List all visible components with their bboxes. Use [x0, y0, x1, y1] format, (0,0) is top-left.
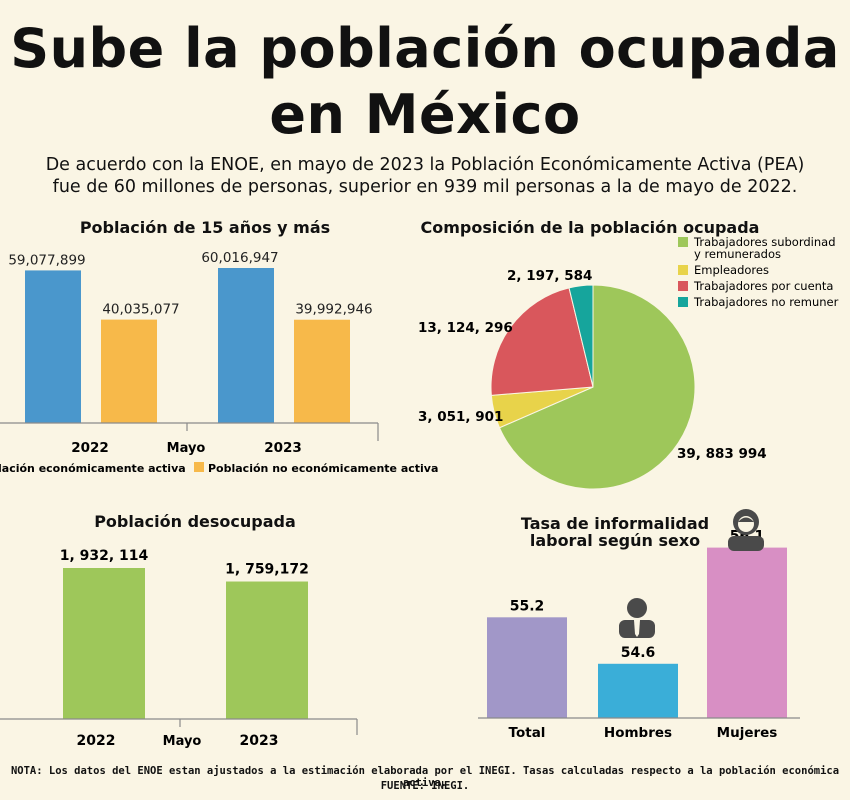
chart4-data-label-Hombres: 54.6	[621, 645, 656, 661]
source-note: FUENTE: INEGI.	[380, 780, 470, 792]
chart4-tick-Total: Total	[509, 725, 546, 741]
chart3-title: Población desocupada	[94, 512, 296, 531]
chart3-bar-2022	[63, 568, 145, 719]
chart4-title-line1: Tasa de informalidad	[520, 514, 710, 533]
chart2-legend-swatch-0	[678, 237, 688, 247]
chart2-legend-swatch-3	[678, 297, 688, 307]
chart2-title: Composición de la población ocupada	[420, 218, 760, 237]
chart1-title: Población de 15 años y más	[79, 218, 331, 237]
chart4-bar-Hombres	[598, 663, 678, 718]
page-title-line2: en México	[269, 83, 581, 146]
chart1-tick-2022: 2022	[71, 440, 109, 456]
man-icon	[627, 598, 647, 618]
chart1-legend-swatch-1	[194, 462, 204, 472]
chart1-bar-2023-1	[294, 319, 350, 423]
chart4-tick-Hombres: Hombres	[604, 725, 672, 741]
chart2-slice-3	[568, 284, 594, 388]
chart1-legend-label-0: lación económicamente activa	[0, 462, 186, 475]
footnote: NOTA: Los datos del ENOE estan ajustados…	[10, 765, 840, 789]
chart2-slice-2	[490, 287, 594, 396]
chart3-bar-2023	[226, 581, 308, 719]
chart2-data-label-1: 3, 051, 901	[418, 409, 503, 425]
chart2-legend-label-2-0: Trabajadores por cuenta	[693, 279, 833, 293]
chart3-data-label-2022: 1, 932, 114	[60, 548, 149, 564]
chart1-data-label-2023-1: 39,992,946	[295, 302, 372, 318]
chart2-legend-label-3-0: Trabajadores no remuner	[693, 295, 839, 309]
woman-icon-body	[728, 536, 764, 551]
chart3-tick-2022: 2022	[77, 733, 116, 749]
chart2-legend-swatch-2	[678, 281, 688, 291]
chart3-data-label-2023: 1, 759,172	[225, 562, 309, 578]
chart2-slice-0	[498, 284, 696, 490]
man-icon-tie	[634, 620, 640, 637]
chart3-tick-2023: 2023	[240, 733, 279, 749]
chart1-tick-2023: 2023	[264, 440, 302, 456]
chart3-xlabel: Mayo	[163, 734, 202, 749]
chart2-data-label-0: 39, 883 994	[677, 446, 767, 462]
chart4-title-line2: laboral según sexo	[529, 531, 701, 550]
chart4-bar-Mujeres	[707, 547, 787, 718]
chart4-bar-Total	[487, 617, 567, 718]
chart1-bar-2022-1	[101, 319, 157, 423]
woman-icon-hair	[738, 517, 754, 522]
chart2-legend-label-0-1: y remunerados	[694, 247, 781, 261]
chart4-title: Tasa de informalidad laboral según sexo	[500, 515, 730, 549]
chart2-data-label-3: 2, 197, 584	[507, 268, 592, 284]
chart1-bar-2022-0	[25, 270, 81, 423]
chart1-legend-label-1: Población no económicamente activa	[208, 462, 438, 475]
chart4-tick-Mujeres: Mujeres	[717, 725, 778, 741]
chart1-data-label-2023-0: 60,016,947	[201, 250, 278, 266]
chart4-data-label-Total: 55.2	[510, 598, 545, 614]
chart2-legend-swatch-1	[678, 265, 688, 275]
chart1-bar-2023-0	[218, 268, 274, 423]
chart2-legend-label-1-0: Empleadores	[694, 263, 769, 277]
subtitle-line2: fue de 60 millones de personas, superior…	[52, 177, 798, 197]
chart2-data-label-2: 13, 124, 296	[418, 320, 513, 336]
chart1-xlabel: Mayo	[167, 441, 206, 456]
chart1-data-label-2022-1: 40,035,077	[102, 302, 179, 318]
subtitle-line1: De acuerdo con la ENOE, en mayo de 2023 …	[45, 155, 805, 175]
chart2-legend-label-0-0: Trabajadores subordinad	[693, 235, 836, 249]
chart1-data-label-2022-0: 59,077,899	[8, 252, 85, 268]
page-title-line1: Sube la población ocupada	[10, 17, 840, 80]
